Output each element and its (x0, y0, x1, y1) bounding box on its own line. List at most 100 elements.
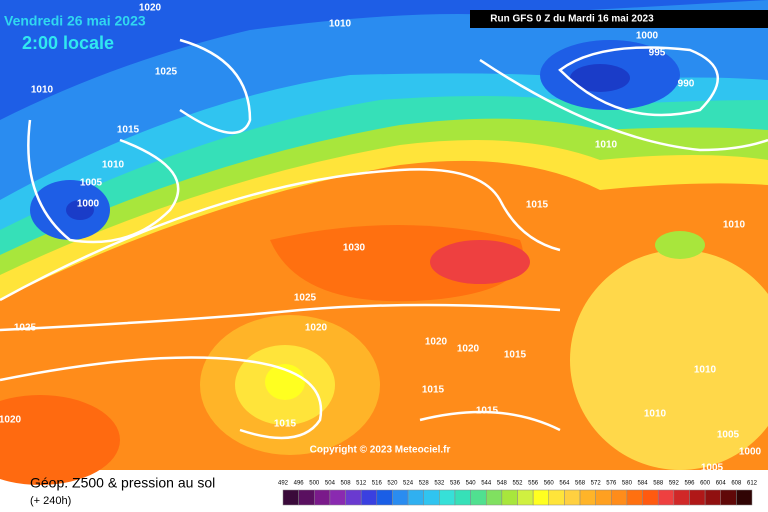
scale-swatch (626, 489, 643, 506)
isobar-label: 1005 (80, 178, 103, 189)
isobar-label: 1020 (139, 3, 162, 14)
isobar-label: 1015 (526, 200, 549, 211)
scale-label: 600 (700, 481, 711, 487)
isobar-label: 1000 (636, 31, 659, 42)
valid-date: Vendredi 26 mai 2023 (4, 13, 146, 29)
scale-label: 588 (653, 481, 664, 487)
scale-label: 504 (325, 481, 336, 487)
scale-label: 540 (466, 481, 477, 487)
isobar-label: 1015 (476, 406, 499, 417)
scale-label: 564 (559, 481, 570, 487)
scale-swatch (720, 489, 737, 506)
isobar-label: 1005 (701, 463, 724, 474)
isobar-label: 1005 (717, 430, 740, 441)
scale-label: 596 (684, 481, 695, 487)
scale-swatch (423, 489, 440, 506)
scale-label: 560 (544, 481, 555, 487)
isobar-label: 990 (678, 79, 695, 90)
scale-swatch (360, 489, 378, 506)
scale-swatch (501, 489, 518, 506)
scale-swatch (345, 489, 362, 506)
scale-label: 536 (450, 481, 461, 487)
isobar-label: 1015 (117, 125, 140, 136)
scale-swatch (736, 489, 753, 506)
isobar-label: 1010 (329, 19, 352, 30)
isobar-label: 1010 (723, 220, 746, 231)
isobar-label: 1020 (457, 344, 480, 355)
isobar-labels: 1020 1010 1025 1010 1015 1010 1005 1000 1000 995 9… (0, 3, 762, 474)
scale-label: 584 (638, 481, 649, 487)
color-scale: 492 496 500 504 508 512 516 520 524 528 532 536 540 5… (278, 481, 758, 506)
scale-label: 580 (622, 481, 633, 487)
scale-swatch (329, 489, 346, 506)
scale-label: 568 (575, 481, 586, 487)
scale-label: 492 (278, 481, 289, 487)
isobar-label: 1030 (343, 243, 366, 254)
footer-lead: (+ 240h) (30, 495, 71, 507)
scale-label: 612 (747, 481, 758, 487)
isobar-label: 1020 (0, 415, 22, 426)
scale-swatch (392, 489, 409, 506)
isobar-label: 1010 (595, 140, 618, 151)
scale-label: 608 (731, 481, 742, 487)
isobar-label: 1010 (644, 409, 667, 420)
scale-label: 532 (434, 481, 445, 487)
scale-swatch (517, 489, 534, 506)
scale-label: 552 (512, 481, 523, 487)
isobars (0, 38, 768, 440)
scale-label: 500 (309, 481, 320, 487)
scale-swatch (642, 489, 659, 506)
scale-label: 524 (403, 481, 414, 487)
scale-swatch (579, 489, 596, 506)
scale-label: 576 (606, 481, 617, 487)
scale-swatch (595, 489, 612, 506)
scale-swatch (673, 489, 690, 506)
isobar-label: 1025 (294, 293, 317, 304)
geopotential-field (0, 0, 768, 485)
scale-swatch (532, 489, 550, 506)
isobar-label: 1015 (274, 419, 297, 430)
isobar-label: 1000 (739, 447, 762, 458)
scale-label: 516 (372, 481, 383, 487)
isobar-label: 995 (649, 48, 666, 59)
isobar-label: 1010 (31, 85, 54, 96)
scale-swatch (407, 489, 424, 506)
scale-swatch (485, 489, 503, 506)
scale-swatch (689, 489, 706, 506)
scale-label: 528 (419, 481, 430, 487)
isobar-label: 1010 (102, 160, 125, 171)
copyright: Copyright © 2023 Meteociel.fr (310, 445, 451, 456)
scale-swatch (454, 489, 471, 506)
scale-label: 512 (356, 481, 367, 487)
scale-label: 508 (341, 481, 352, 487)
scale-swatch (657, 489, 675, 506)
isobar-label: 1025 (155, 67, 178, 78)
scale-label: 572 (591, 481, 602, 487)
local-time: 2:00 locale (22, 33, 114, 53)
isobar-label: 1010 (694, 365, 717, 376)
scale-swatch (298, 489, 315, 506)
scale-swatch (704, 489, 721, 506)
run-info: Run GFS 0 Z du Mardi 16 mai 2023 (490, 14, 654, 25)
scale-label: 556 (528, 481, 539, 487)
scale-label: 520 (387, 481, 398, 487)
scale-label: 544 (481, 481, 492, 487)
isobar-label: 1000 (77, 199, 100, 210)
scale-label: 496 (294, 481, 305, 487)
isobar-label: 1025 (14, 323, 37, 334)
scale-swatch (470, 489, 487, 506)
scale-label: 604 (716, 481, 727, 487)
scale-swatch (439, 489, 456, 506)
isobar-label: 1020 (425, 337, 448, 348)
scale-swatch (611, 489, 628, 506)
footer-title: Géop. Z500 & pression au sol (30, 475, 215, 491)
isobar-label: 1020 (305, 323, 328, 334)
scale-label: 548 (497, 481, 508, 487)
scale-swatch (564, 489, 581, 506)
isobar-label: 1015 (422, 385, 445, 396)
isobar-label: 1015 (504, 350, 527, 361)
scale-swatch (376, 489, 393, 506)
scale-swatch (548, 489, 565, 506)
scale-swatch (282, 489, 299, 506)
